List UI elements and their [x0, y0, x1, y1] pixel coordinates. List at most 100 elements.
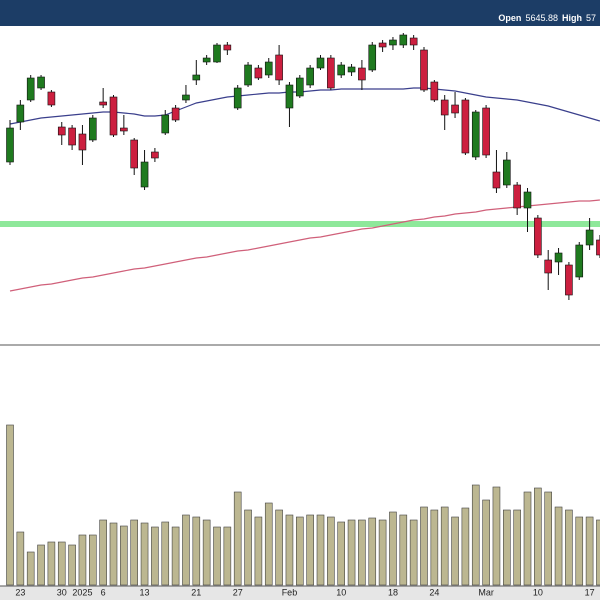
volume-bar [409, 519, 418, 586]
volume-bar [26, 551, 35, 586]
candle-body [544, 259, 553, 274]
candle-body [482, 107, 490, 156]
volume-bar [451, 516, 459, 586]
volume-bar [368, 517, 377, 586]
volume-bar [482, 499, 490, 586]
volume-bar [171, 526, 180, 586]
candle-body [140, 161, 149, 188]
volume-bar [68, 544, 76, 586]
volume-bar [492, 486, 501, 586]
volume-bar [378, 519, 387, 586]
volume-bar [182, 514, 190, 586]
volume-bar [223, 526, 232, 586]
candle-body [337, 64, 346, 76]
candle-body [409, 37, 418, 46]
candle-body [151, 151, 159, 159]
candle-body [316, 57, 325, 69]
volume-bar [213, 526, 221, 586]
volume-bar [306, 514, 314, 586]
volume-bar [399, 514, 408, 586]
volume-bar [37, 544, 45, 586]
x-tick-label: 24 [429, 587, 439, 597]
volume-bar [534, 487, 542, 586]
volume-bar [358, 519, 366, 586]
volume-bar [389, 511, 397, 586]
candle-body [368, 44, 377, 71]
volume-bar [554, 506, 563, 586]
candle-body [451, 104, 459, 114]
volume-bar [585, 516, 594, 586]
x-tick-label: 17 [585, 587, 595, 597]
candle-body [89, 117, 97, 141]
candle-body [523, 191, 532, 209]
volume-bar [337, 521, 346, 586]
candle-body [109, 96, 118, 136]
volume-bar [151, 526, 159, 586]
volume-bar [78, 534, 87, 586]
header-info: Open 5645.88 High 57 [498, 13, 596, 23]
x-tick-label: 23 [15, 587, 25, 597]
volume-bar [47, 541, 56, 586]
volume-bar [285, 514, 294, 586]
header-item: 5645.88 [525, 13, 558, 23]
candle-body [192, 74, 201, 81]
candle-body [171, 107, 180, 121]
volume-bar [57, 541, 66, 586]
volume-bar [161, 521, 170, 586]
x-tick-label: Feb [282, 587, 298, 597]
volume-bar [502, 509, 511, 586]
volume-bar [513, 509, 521, 586]
x-tick-label: 2025 [72, 587, 92, 597]
x-tick-label: 10 [336, 587, 346, 597]
volume-bar [264, 502, 273, 586]
candle-body [223, 44, 232, 51]
x-tick-label: 10 [533, 587, 543, 597]
volume-bar [109, 522, 118, 586]
candle-body [492, 171, 501, 189]
x-tick-label: 21 [191, 587, 201, 597]
volume-bar [575, 516, 584, 586]
candle-body [68, 127, 76, 146]
candle-body [565, 264, 573, 296]
volume-bar [275, 509, 283, 586]
candle-body [78, 133, 87, 151]
volume-bar [316, 514, 325, 586]
header-item: 57 [586, 13, 596, 23]
candle-body [502, 159, 511, 186]
x-tick-label: 13 [140, 587, 150, 597]
moving-average-line [9, 87, 600, 125]
candle-body [575, 244, 584, 278]
candle-body [513, 184, 521, 209]
volume-bar [430, 509, 439, 586]
volume-bar [202, 519, 211, 586]
candle-body [461, 99, 470, 154]
candle-body [161, 114, 170, 134]
candle-body [440, 99, 449, 116]
candle-body [534, 217, 542, 256]
volume-bar [192, 516, 201, 586]
candle-body [57, 126, 66, 136]
candle-body [264, 61, 273, 76]
candle-body [347, 66, 356, 73]
candle-body [213, 44, 221, 63]
volume-bar [89, 534, 97, 586]
volume-bar [523, 491, 532, 586]
header-bar [0, 0, 600, 26]
x-tick-label: 27 [233, 587, 243, 597]
candle-body [295, 77, 304, 97]
header-item: Open [498, 13, 521, 23]
candle-body [471, 111, 480, 158]
candle-body [130, 139, 138, 169]
volume-bar [130, 519, 138, 586]
candle-body [585, 229, 594, 246]
candle-body [244, 64, 252, 86]
volume-bar [565, 509, 573, 586]
volume-bar [440, 506, 449, 586]
candle-body [120, 127, 128, 132]
candle-body [233, 87, 242, 109]
candle-body [430, 81, 439, 101]
candle-body [285, 84, 294, 109]
volume-bar [596, 519, 600, 586]
volume-bar [461, 507, 470, 586]
